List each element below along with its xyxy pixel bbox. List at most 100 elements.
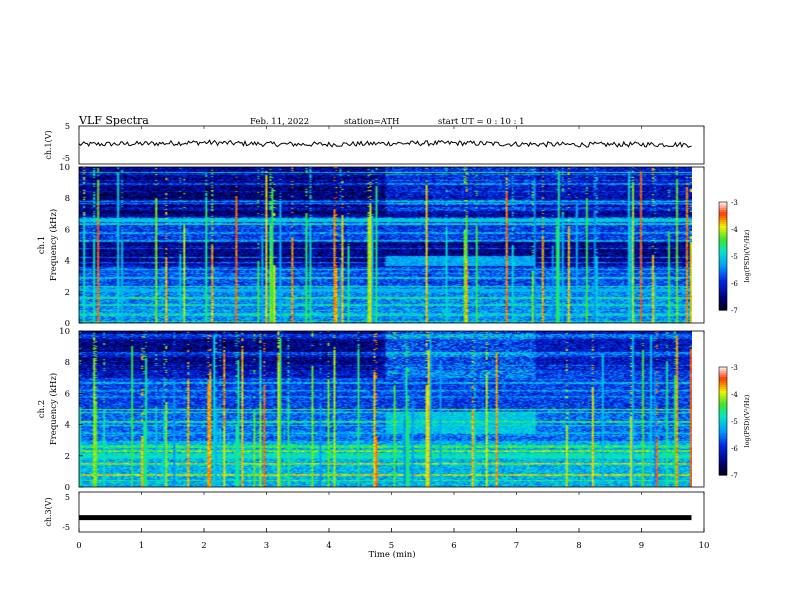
colorbar-swatch — [719, 282, 727, 285]
colorbar-swatch — [719, 270, 727, 273]
colorbar-swatch — [719, 423, 727, 426]
x-tick-label: 4 — [326, 541, 331, 551]
colorbar-swatch — [719, 369, 727, 372]
colorbar-swatch — [719, 431, 727, 434]
colorbar-label: log(PSD)(V²/Hz) — [743, 229, 751, 282]
colorbar-swatch — [719, 387, 727, 390]
y-tick-label: 2 — [65, 288, 70, 298]
colorbar-tick-label: -7 — [731, 472, 738, 480]
y-tick-label: 10 — [59, 163, 70, 173]
colorbar-swatch — [719, 284, 727, 287]
colorbar-swatch — [719, 377, 727, 380]
colorbar-swatch — [719, 306, 727, 309]
colorbar-swatch — [719, 264, 727, 267]
x-tick-label: 0 — [76, 541, 81, 551]
colorbar-swatch — [719, 449, 727, 452]
station-label: station=ATH — [344, 117, 399, 127]
colorbar-swatch — [719, 236, 727, 239]
colorbar-swatch — [719, 465, 727, 468]
colorbar-swatch — [719, 204, 727, 207]
colorbar-swatch — [719, 425, 727, 428]
colorbar-swatch — [719, 274, 727, 277]
colorbar-swatch — [719, 443, 727, 446]
colorbar-swatch — [719, 429, 727, 432]
ch1-freq-ylabel-ch: ch.1 — [37, 236, 47, 254]
colorbar-swatch — [719, 230, 727, 233]
ch1-waveform-line — [78, 139, 692, 149]
colorbar-swatch — [719, 296, 727, 299]
y-tick-label: 4 — [65, 421, 70, 431]
ch3-ytick-top: 5 — [65, 493, 70, 502]
ch3-waveform-panel: ch.3(V) 5 -5 0 1 2 3 4 5 6 7 8 9 10 Time (min) — [44, 126, 709, 560]
colorbar-swatch — [719, 417, 727, 420]
ch1-spectrogram-image — [79, 167, 692, 323]
ch1-ytick-bottom: -5 — [62, 154, 70, 163]
colorbar-swatch — [719, 435, 727, 438]
ch1-freq-ylabel: Frequency (kHz) — [48, 209, 59, 281]
colorbar-swatch — [719, 453, 727, 456]
colorbar-swatch — [719, 232, 727, 235]
colorbar-swatch — [719, 258, 727, 261]
colorbar-swatch — [719, 218, 727, 221]
x-tick-label: 10 — [699, 541, 710, 551]
start-ut-label: start UT = 0 : 10 : 1 — [438, 117, 525, 127]
colorbar-swatch — [719, 419, 727, 422]
colorbar-swatch — [719, 272, 727, 275]
colorbar-swatch — [719, 367, 727, 370]
colorbar-swatch — [719, 298, 727, 301]
ch2-spectrogram-panel: ch.2 Frequency (kHz) 0 2 4 6 8 10 — [37, 327, 705, 493]
colorbar-swatch — [719, 266, 727, 269]
colorbar-swatch — [719, 373, 727, 376]
y-tick-label: 2 — [65, 452, 70, 462]
colorbar-swatch — [719, 226, 727, 229]
colorbar-swatch — [719, 405, 727, 408]
y-tick-label: 4 — [65, 257, 70, 267]
colorbar-swatch — [719, 208, 727, 211]
colorbar-swatch — [719, 260, 727, 263]
colorbar-swatch — [719, 445, 727, 448]
colorbar-tick-label: -4 — [731, 391, 738, 399]
colorbar-label: log(PSD)(V²/Hz) — [743, 394, 751, 447]
colorbar-swatch — [719, 391, 727, 394]
colorbar-swatch — [719, 427, 727, 430]
x-tick-label: 9 — [639, 541, 644, 551]
colorbar-swatch — [719, 278, 727, 281]
colorbar-swatch — [719, 401, 727, 404]
colorbars: -3 -4 -5 -6 -7 log(PSD)(V²/Hz) -3 -4 -5 -6 -7 log(… — [718, 199, 751, 480]
colorbar-swatch — [719, 439, 727, 442]
colorbar-swatch — [719, 234, 727, 237]
x-axis-label: Time (min) — [368, 549, 415, 560]
colorbar-swatch — [719, 455, 727, 458]
colorbar-swatch — [719, 280, 727, 283]
x-tick-label: 1 — [139, 541, 144, 551]
date-label: Feb. 11, 2022 — [250, 117, 309, 127]
colorbar-swatch — [719, 399, 727, 402]
colorbar-swatch — [719, 238, 727, 241]
colorbar-tick-label: -6 — [731, 280, 738, 288]
y-tick-label: 0 — [65, 319, 70, 329]
header: VLF Spectra Feb. 11, 2022 station=ATH st… — [78, 114, 525, 127]
colorbar-swatch — [719, 216, 727, 219]
colorbar-swatch — [719, 276, 727, 279]
colorbar-swatch — [719, 224, 727, 227]
colorbar-swatch — [719, 461, 727, 464]
colorbar-swatch — [719, 228, 727, 231]
colorbar-swatch — [719, 397, 727, 400]
colorbar-swatch — [719, 244, 727, 247]
colorbar-swatch — [719, 240, 727, 243]
colorbar-swatch — [719, 256, 727, 259]
colorbar-swatch — [719, 473, 727, 476]
colorbar-swatch — [719, 252, 727, 255]
colorbar-swatch — [719, 202, 727, 205]
colorbar-tick-label: -4 — [731, 226, 738, 234]
colorbar-swatch — [719, 294, 727, 297]
x-tick-label: 2 — [201, 541, 206, 551]
colorbar-tick-label: -3 — [731, 199, 738, 207]
colorbar-frame — [718, 201, 728, 311]
colorbar-swatch — [719, 262, 727, 265]
ch1-waveform-panel: ch.1(V) 5 -5 — [44, 122, 705, 165]
colorbar-swatch — [719, 433, 727, 436]
colorbar-swatch — [719, 290, 727, 293]
colorbar-swatch — [719, 304, 727, 307]
